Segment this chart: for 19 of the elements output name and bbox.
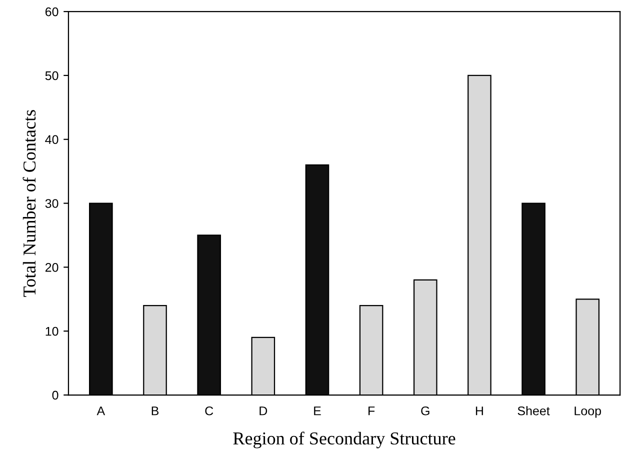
y-tick-label: 20 [45,262,58,272]
x-tick-label: G [421,406,430,416]
y-tick-label: 0 [52,390,58,400]
x-tick-label: D [260,406,268,416]
x-tick-label: Loop [574,406,601,418]
y-axis-title: Total Number of Contacts [22,110,36,297]
x-axis-title: Region of Secondary Structure [233,432,456,448]
y-tick-label: 30 [45,199,58,208]
y-tick-label: 40 [45,135,58,144]
x-tick-label: E [314,406,321,416]
y-tick-label: 10 [46,326,58,336]
y-tick-label: 60 [45,7,58,16]
x-tick-label: Sheet [518,406,550,416]
x-tick-label: H [476,406,483,416]
x-tick-label: A [96,406,106,416]
y-tick-label: 50 [45,71,58,80]
x-tick-label: C [205,406,214,416]
x-tick-label: B [152,406,159,416]
x-tick-label: F [368,406,375,416]
